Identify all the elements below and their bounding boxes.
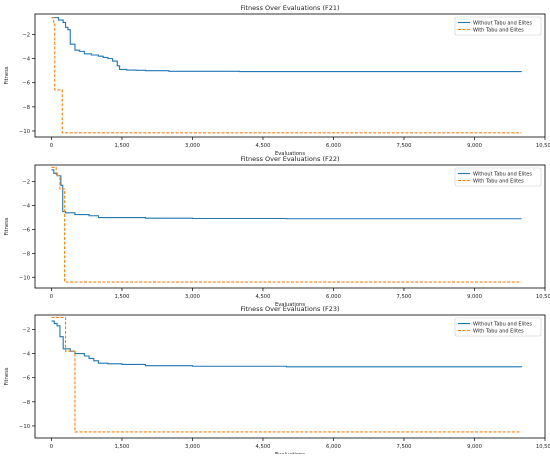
y-tick-label: −10 <box>19 424 30 430</box>
x-tick-label: 3,000 <box>185 444 200 450</box>
legend-label: Without Tabu and Elites <box>473 322 532 328</box>
x-tick-label: 6,000 <box>326 444 341 450</box>
x-tick-label: 1,500 <box>115 444 130 450</box>
y-tick-label: −6 <box>22 81 30 87</box>
x-tick-label: 10,500 <box>536 444 550 450</box>
x-tick-label: 7,500 <box>397 294 412 300</box>
y-tick-label: −6 <box>22 376 30 382</box>
series-line-without-tabu <box>51 320 523 368</box>
y-tick-label: −8 <box>22 400 30 406</box>
x-axis-label: Evaluations <box>275 302 305 308</box>
series-line-without-tabu <box>51 17 523 73</box>
y-tick-label: −4 <box>22 204 30 210</box>
y-tick-label: −10 <box>19 129 30 135</box>
legend-box <box>454 317 542 337</box>
x-tick-label: 4,500 <box>256 294 271 300</box>
legend-box <box>454 16 542 36</box>
series-line-with-tabu <box>51 166 522 283</box>
y-tick-label: −2 <box>22 180 30 186</box>
y-tick-label: −6 <box>22 227 30 233</box>
x-tick-label: 7,500 <box>397 444 412 450</box>
x-tick-label: 3,000 <box>185 294 200 300</box>
series-line-with-tabu <box>51 17 522 134</box>
x-tick-label: 6,000 <box>326 294 341 300</box>
legend-label: With Tabu and Elites <box>473 28 524 34</box>
series-line-without-tabu <box>51 169 522 220</box>
y-axis-label: Fitness <box>4 367 10 385</box>
legend-label: Without Tabu and Elites <box>473 21 532 27</box>
chart-title: Fitness Over Evaluations (F21) <box>240 4 339 12</box>
x-tick-label: 10,500 <box>536 294 550 300</box>
x-tick-label: 3,000 <box>185 143 200 149</box>
chart-panel: Fitness Over Evaluations (F23) 0 1,500 3,00… <box>4 305 550 458</box>
y-axis-label: Fitness <box>4 217 10 235</box>
x-tick-label: 1,500 <box>115 143 130 149</box>
chart-title: Fitness Over Evaluations (F22) <box>240 155 339 163</box>
legend-box <box>454 167 542 187</box>
y-axis-label: Fitness <box>4 66 10 84</box>
y-tick-label: −4 <box>22 352 30 358</box>
chart-panel: Fitness Over Evaluations (F21) 0 1,500 3,00… <box>4 4 550 157</box>
chart-panel: Fitness Over Evaluations (F22) 0 1,500 3,00… <box>4 155 550 308</box>
x-tick-label: 1,500 <box>115 294 130 300</box>
y-tick-label: −4 <box>22 57 30 63</box>
x-tick-label: 6,000 <box>326 143 341 149</box>
y-tick-label: −10 <box>19 275 30 281</box>
x-tick-label: 7,500 <box>397 143 412 149</box>
x-tick-label: 0 <box>50 294 53 300</box>
x-tick-label: 10,500 <box>536 143 550 149</box>
y-tick-label: −2 <box>22 33 30 39</box>
x-tick-label: 9,000 <box>467 294 482 300</box>
x-tick-label: 0 <box>50 143 53 149</box>
y-tick-label: −2 <box>22 327 30 333</box>
plot-frame <box>34 13 546 138</box>
plot-frame <box>34 314 546 439</box>
x-tick-label: 4,500 <box>256 444 271 450</box>
x-tick-label: 0 <box>50 444 53 450</box>
y-tick-label: −8 <box>22 251 30 257</box>
chart-title: Fitness Over Evaluations (F23) <box>240 305 339 313</box>
x-axis-label: Evaluations <box>275 151 305 157</box>
x-tick-label: 9,000 <box>467 444 482 450</box>
x-tick-label: 4,500 <box>256 143 271 149</box>
plot-frame <box>34 164 546 289</box>
y-tick-label: −8 <box>22 105 30 111</box>
series-line-with-tabu <box>51 316 522 433</box>
x-tick-label: 9,000 <box>467 143 482 149</box>
legend-label: Without Tabu and Elites <box>473 172 532 178</box>
legend-label: With Tabu and Elites <box>473 179 524 185</box>
legend-label: With Tabu and Elites <box>473 329 524 335</box>
